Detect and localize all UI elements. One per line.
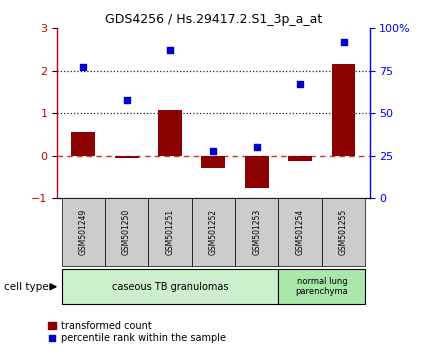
- Text: GSM501253: GSM501253: [252, 209, 261, 255]
- Text: GSM501255: GSM501255: [339, 209, 348, 255]
- Bar: [62, 198, 105, 266]
- Text: GSM501249: GSM501249: [79, 209, 88, 255]
- Text: caseous TB granulomas: caseous TB granulomas: [112, 282, 228, 292]
- Point: [297, 81, 304, 87]
- Bar: [202, 156, 225, 168]
- Bar: [279, 198, 322, 266]
- Title: GDS4256 / Hs.29417.2.S1_3p_a_at: GDS4256 / Hs.29417.2.S1_3p_a_at: [105, 13, 322, 26]
- Bar: [279, 269, 365, 304]
- Text: GSM501254: GSM501254: [296, 209, 304, 255]
- Point: [253, 144, 260, 150]
- Text: cell type: cell type: [4, 282, 49, 292]
- Bar: [62, 269, 279, 304]
- Bar: [105, 198, 148, 266]
- Text: normal lung
parenchyma: normal lung parenchyma: [296, 277, 348, 296]
- Bar: [332, 64, 356, 156]
- Point: [210, 148, 217, 154]
- Bar: [288, 156, 312, 161]
- Bar: [158, 110, 182, 156]
- Text: GSM501251: GSM501251: [165, 209, 175, 255]
- Bar: [322, 198, 365, 266]
- Point: [80, 64, 87, 70]
- Bar: [71, 132, 95, 156]
- Bar: [245, 156, 269, 188]
- Text: GSM501252: GSM501252: [209, 209, 218, 255]
- Bar: [235, 198, 279, 266]
- Point: [123, 97, 130, 103]
- Legend: transformed count, percentile rank within the sample: transformed count, percentile rank withi…: [44, 317, 230, 347]
- Text: GSM501250: GSM501250: [122, 209, 131, 255]
- Bar: [115, 156, 139, 158]
- Point: [166, 47, 173, 53]
- Bar: [192, 198, 235, 266]
- Point: [340, 39, 347, 45]
- Bar: [148, 198, 192, 266]
